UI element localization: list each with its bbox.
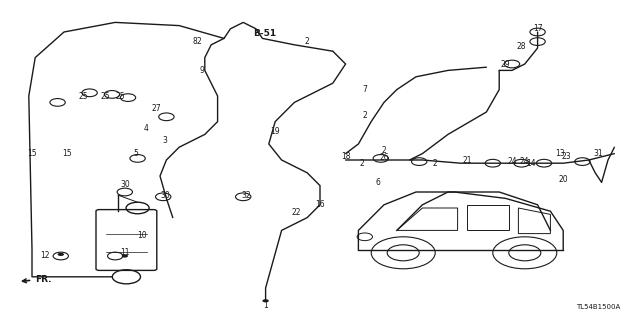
Text: 15: 15 (62, 149, 72, 158)
Text: 18: 18 (341, 152, 350, 161)
Text: 27: 27 (152, 104, 162, 113)
Circle shape (262, 299, 269, 302)
Text: 25: 25 (115, 92, 125, 100)
Circle shape (493, 237, 557, 269)
Text: 30: 30 (120, 180, 130, 188)
Text: 2: 2 (305, 37, 310, 46)
Text: 31: 31 (593, 149, 604, 158)
Text: 25: 25 (78, 92, 88, 100)
Text: 28: 28 (517, 42, 526, 51)
Text: 10: 10 (137, 231, 147, 240)
Text: 25: 25 (100, 92, 111, 100)
Text: 2: 2 (381, 146, 387, 155)
Text: 29: 29 (500, 60, 511, 68)
Circle shape (122, 254, 128, 258)
Text: 23: 23 (561, 152, 572, 161)
Text: 20: 20 (558, 175, 568, 184)
Text: 21: 21 (463, 156, 472, 164)
Text: 2: 2 (433, 159, 438, 168)
Text: 9: 9 (199, 66, 204, 75)
Text: 30: 30 (160, 191, 170, 200)
Text: 12: 12 (40, 252, 49, 260)
Text: 16: 16 (315, 200, 325, 209)
Text: 19: 19 (270, 127, 280, 136)
Circle shape (58, 253, 64, 256)
Text: 24: 24 (507, 157, 517, 166)
Text: 8: 8 (193, 37, 198, 46)
Text: TL54B1500A: TL54B1500A (577, 304, 621, 310)
Text: 2: 2 (362, 111, 367, 120)
Text: 13: 13 (555, 149, 565, 158)
Text: FR.: FR. (22, 275, 52, 284)
Text: B-51: B-51 (253, 29, 276, 38)
Text: 5: 5 (133, 149, 138, 158)
Text: 1: 1 (263, 301, 268, 310)
Text: 11: 11 (120, 248, 129, 257)
Text: 32: 32 (241, 191, 252, 200)
Text: 4: 4 (143, 124, 148, 132)
Text: 24: 24 (520, 157, 530, 166)
Text: 26: 26 (379, 153, 389, 162)
Text: 7: 7 (362, 85, 367, 94)
Text: 14: 14 (526, 159, 536, 168)
Text: 3: 3 (163, 136, 168, 145)
Text: 15: 15 (27, 149, 37, 158)
Text: 22: 22 (292, 208, 301, 217)
Text: 17: 17 (532, 24, 543, 33)
Text: 6: 6 (375, 178, 380, 187)
Text: 2: 2 (196, 37, 201, 46)
Text: 2: 2 (359, 159, 364, 168)
Circle shape (371, 237, 435, 269)
